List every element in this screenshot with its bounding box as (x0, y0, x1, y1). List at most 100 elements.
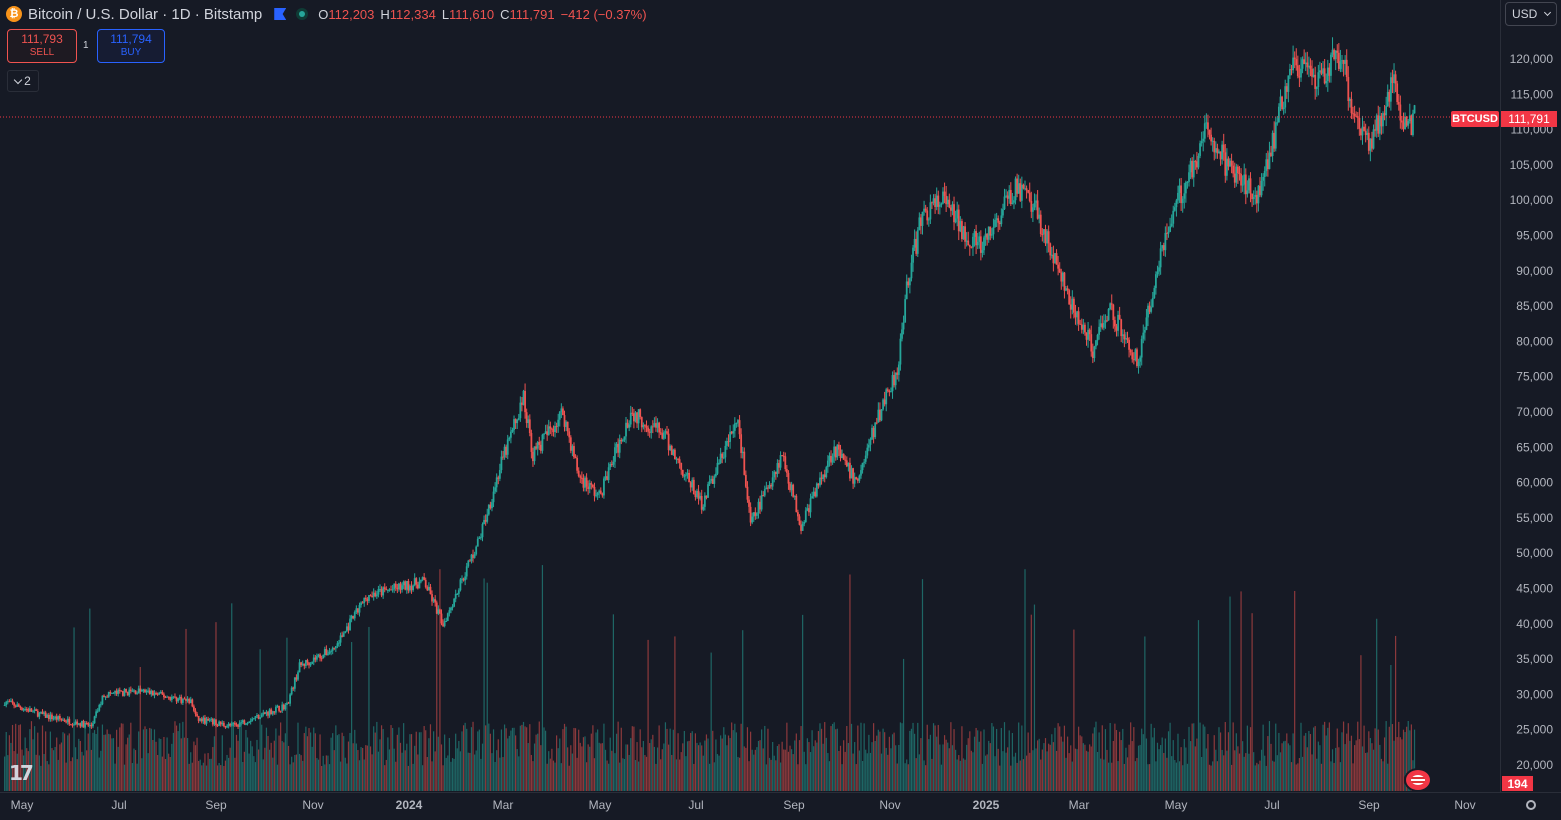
volume-bar (311, 746, 313, 791)
candle-body (513, 419, 515, 430)
volume-bar (1234, 750, 1236, 791)
volume-bar (321, 765, 323, 791)
candle-body (361, 602, 364, 604)
volume-bar (655, 763, 657, 791)
volume-bar (1402, 729, 1405, 791)
volume-bar (1294, 590, 1296, 791)
price-axis[interactable] (1501, 0, 1561, 792)
candle-body (1273, 132, 1276, 149)
candle-body (205, 718, 208, 724)
volume-bar (1349, 740, 1351, 791)
candle-body (1303, 59, 1306, 65)
volume-bar (877, 729, 879, 791)
candle-body (934, 198, 937, 207)
candle-body (781, 455, 784, 457)
candle-body (364, 597, 367, 600)
candle-body (1251, 193, 1253, 200)
volume-bar (510, 730, 512, 791)
volume-bar (798, 740, 801, 791)
candle-body (703, 495, 706, 507)
flag-icon[interactable] (274, 8, 287, 20)
candle-body (36, 710, 39, 717)
volume-bar (1235, 733, 1237, 791)
volume-bar (1035, 748, 1037, 791)
tradingview-logo-icon[interactable]: 17 (9, 761, 34, 785)
volume-bar (11, 724, 14, 791)
volume-bar (13, 751, 15, 791)
order-quantity[interactable]: 1 (83, 40, 89, 51)
candle-body (1000, 215, 1003, 225)
volume-bar (215, 622, 217, 791)
indicators-toggle-button[interactable]: 2 (7, 70, 39, 92)
candle-body (1109, 303, 1112, 310)
candle-body (853, 477, 856, 484)
volume-bar (1156, 742, 1159, 791)
candle-body (886, 389, 889, 391)
volume-bar (863, 723, 865, 791)
volume-bar (1063, 725, 1066, 791)
currency-select[interactable]: USD (1505, 2, 1557, 26)
candle-body (77, 723, 80, 725)
candle-body (1208, 129, 1211, 135)
us-flag-event-icon[interactable] (1404, 768, 1432, 792)
volume-bar (690, 732, 692, 791)
candle-body (1375, 115, 1378, 131)
candle-body (1123, 334, 1126, 340)
volume-bar (496, 750, 498, 791)
candle-body (412, 585, 415, 591)
volume-bar (631, 726, 633, 791)
symbol-title[interactable]: Bitcoin / U.S. Dollar · 1D · Bitstamp (28, 5, 263, 23)
candle-body (322, 654, 325, 659)
candle-body (137, 688, 140, 694)
candle-body (229, 723, 232, 726)
volume-bar (265, 727, 268, 791)
volume-bar (667, 744, 670, 791)
candle-body (1238, 173, 1241, 175)
candle-body (71, 724, 74, 726)
candle-body (1099, 323, 1102, 327)
time-axis[interactable] (0, 792, 1561, 820)
volume-bar (239, 723, 241, 791)
volume-bar (56, 737, 58, 791)
volume-bar (384, 765, 386, 791)
candle-body (1367, 132, 1370, 151)
candle-body (990, 234, 993, 236)
volume-bar (169, 757, 171, 791)
candle-body (106, 696, 109, 698)
candle-body (126, 691, 129, 696)
volume-bar (332, 733, 334, 791)
volume-bar (150, 728, 152, 791)
volume-bar (1413, 729, 1416, 791)
volume-bar (521, 724, 523, 791)
volume-bar (366, 745, 368, 791)
candle-body (475, 546, 478, 555)
candle-body (1300, 68, 1302, 78)
volume-bar (377, 751, 380, 791)
volume-bar (1197, 620, 1200, 791)
volume-bar (1390, 665, 1392, 791)
candle-body (189, 699, 192, 703)
gear-icon[interactable] (1522, 796, 1540, 814)
candle-body (838, 444, 840, 450)
volume-bar (70, 761, 72, 791)
volume-bar (595, 732, 597, 791)
candle-body (19, 706, 22, 709)
sell-button[interactable]: 111,793 SELL (7, 29, 77, 63)
volume-bar (1242, 741, 1244, 791)
market-status-icon[interactable] (296, 8, 309, 20)
volume-bar (508, 735, 510, 791)
volume-bar (838, 750, 840, 791)
candle-body (316, 656, 318, 660)
candle-body (651, 426, 654, 428)
candle-body (590, 483, 593, 485)
volume-bar (1000, 728, 1002, 791)
candle-body (437, 609, 440, 614)
volume-bar (518, 756, 520, 791)
candle-body (22, 709, 25, 711)
candle-body (959, 221, 962, 232)
buy-button[interactable]: 111,794 BUY (97, 29, 165, 63)
candle-body (550, 428, 553, 430)
candle-body (535, 446, 538, 449)
candle-body (1304, 62, 1307, 65)
